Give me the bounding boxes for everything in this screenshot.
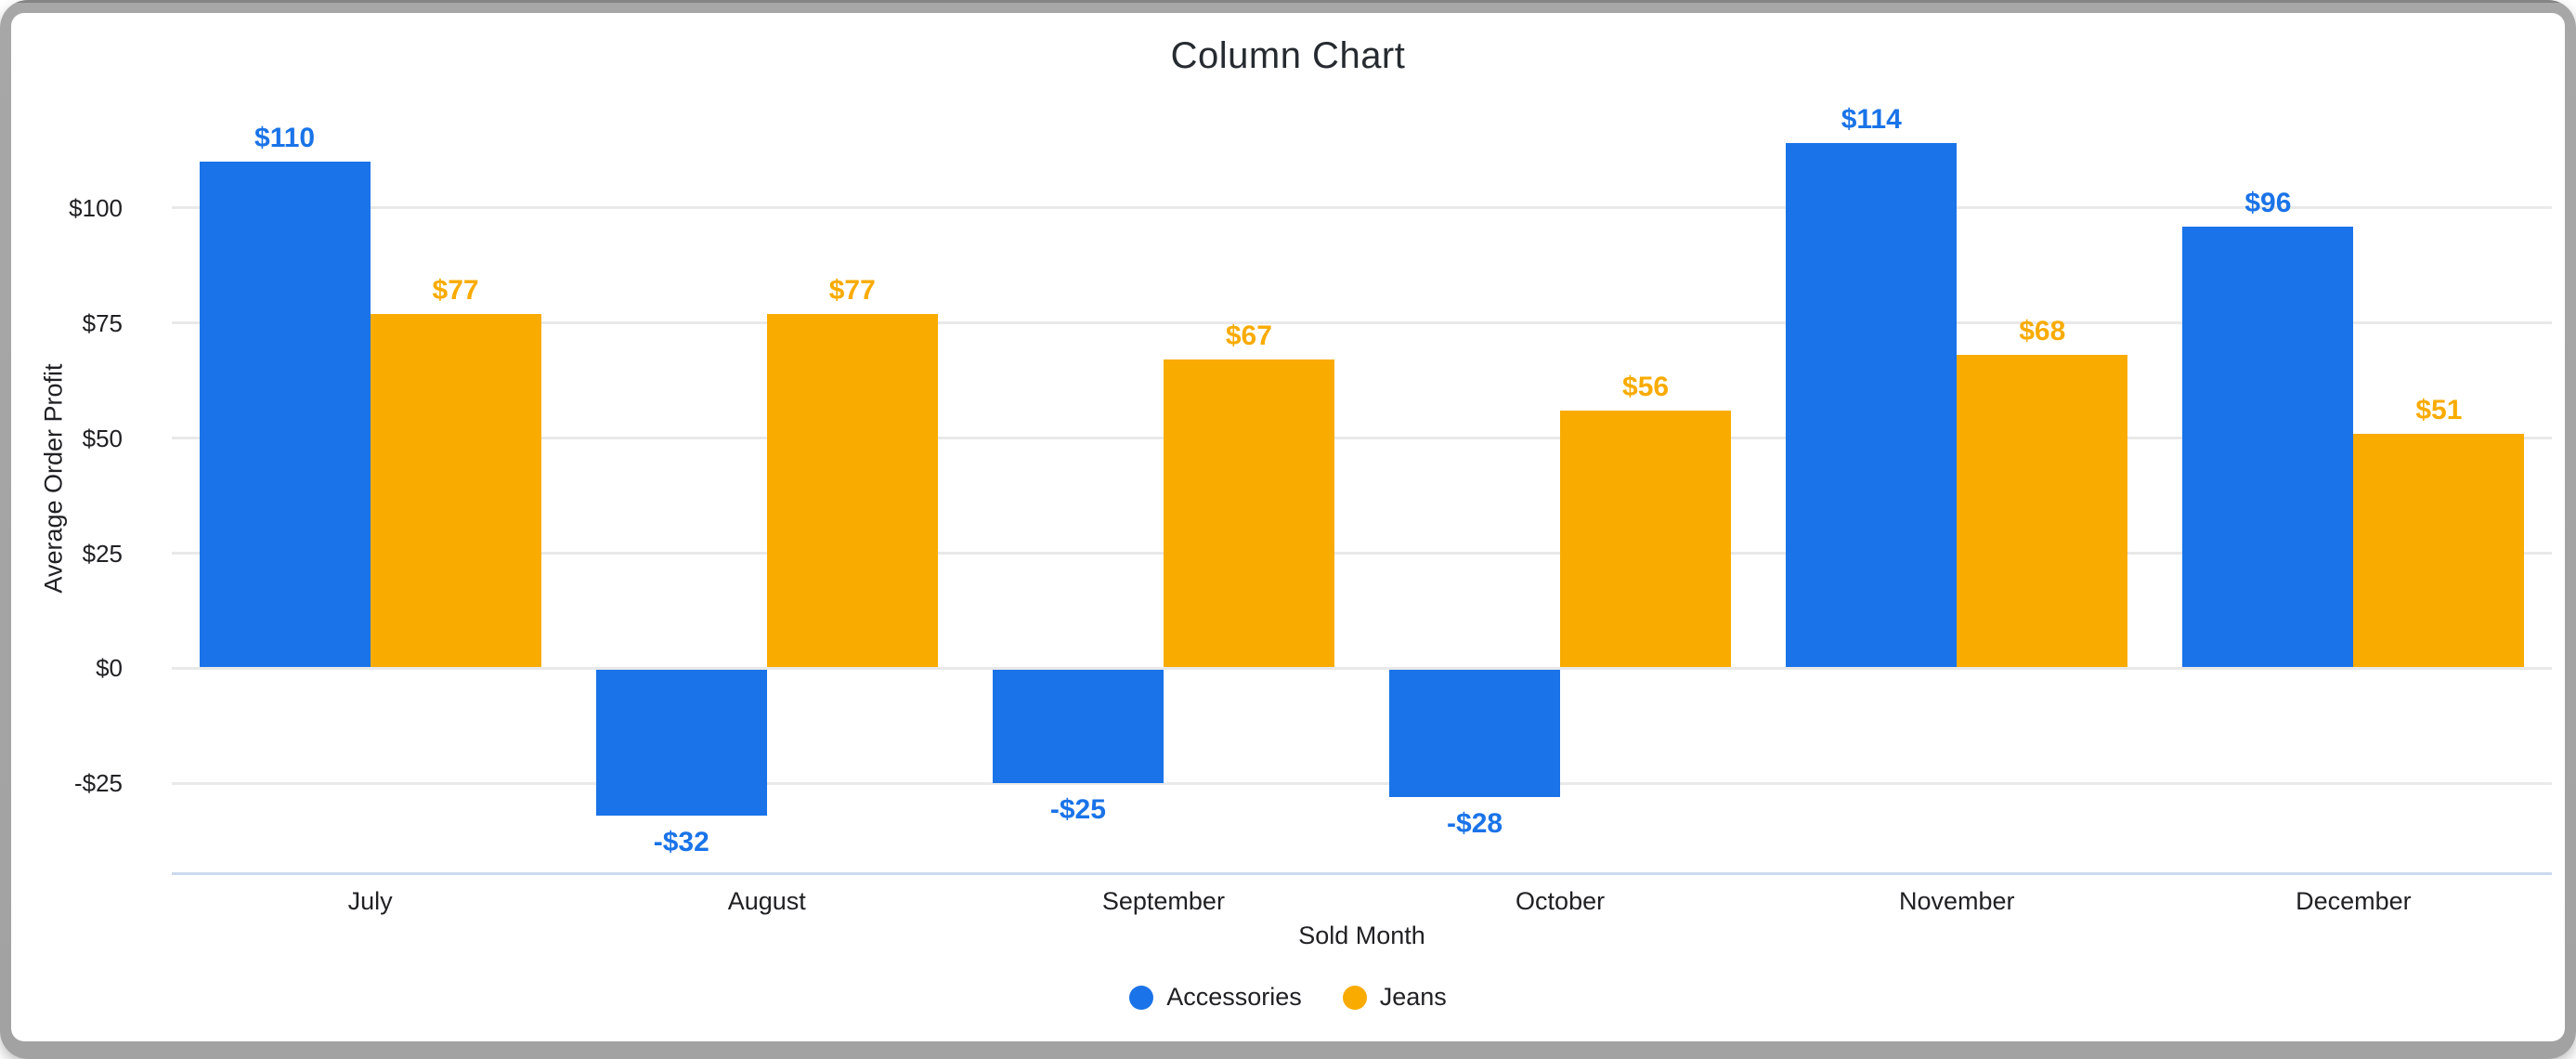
x-axis-baseline bbox=[172, 871, 2552, 875]
bar-accessories-november[interactable] bbox=[1786, 143, 1958, 667]
chart-title: Column Chart bbox=[1170, 35, 1406, 76]
bar-accessories-december[interactable] bbox=[2182, 226, 2354, 667]
legend-label-accessories: Accessories bbox=[1166, 983, 1302, 1011]
x-tick-july: July bbox=[347, 887, 393, 915]
gridline--0 bbox=[172, 666, 2552, 670]
gridline--50 bbox=[172, 437, 2552, 440]
bar-accessories-october[interactable] bbox=[1389, 669, 1561, 798]
bar-accessories-september[interactable] bbox=[992, 669, 1164, 784]
gridline--75 bbox=[172, 321, 2552, 325]
legend-item-jeans[interactable]: Jeans bbox=[1342, 983, 1447, 1012]
bar-accessories-august[interactable] bbox=[595, 669, 767, 817]
chart-card: Column Chart Average Order Profit Sold M… bbox=[11, 13, 2565, 1041]
legend-label-jeans: Jeans bbox=[1379, 983, 1447, 1011]
gridline--100 bbox=[172, 206, 2552, 210]
y-tick--50: $50 bbox=[82, 424, 123, 452]
bar-jeans-september[interactable] bbox=[1163, 360, 1334, 667]
value-label-jeans-december: $51 bbox=[2415, 394, 2463, 425]
value-label-jeans-november: $68 bbox=[2019, 316, 2066, 347]
value-label-jeans-september: $67 bbox=[1225, 320, 1272, 352]
legend-dot-accessories bbox=[1129, 985, 1154, 1010]
value-label-accessories-july: $110 bbox=[254, 123, 316, 154]
legend-dot-jeans bbox=[1342, 985, 1367, 1010]
bar-jeans-july[interactable] bbox=[370, 313, 541, 667]
bar-jeans-november[interactable] bbox=[1957, 355, 2128, 667]
legend-item-accessories[interactable]: Accessories bbox=[1129, 983, 1302, 1012]
value-label-accessories-december: $96 bbox=[2244, 187, 2292, 218]
bar-jeans-october[interactable] bbox=[1560, 410, 1732, 667]
value-label-accessories-november: $114 bbox=[1841, 104, 1902, 136]
y-tick--75: $75 bbox=[82, 308, 123, 337]
x-tick-september: September bbox=[1101, 887, 1225, 915]
x-tick-october: October bbox=[1516, 887, 1606, 915]
bar-jeans-august[interactable] bbox=[766, 313, 938, 667]
value-label-jeans-july: $77 bbox=[432, 274, 479, 306]
y-tick--0: $0 bbox=[96, 654, 123, 683]
x-tick-december: December bbox=[2296, 887, 2412, 915]
gridline--25 bbox=[172, 781, 2552, 785]
value-label-jeans-october: $56 bbox=[1622, 371, 1670, 402]
y-tick--25: -$25 bbox=[73, 769, 123, 798]
x-tick-november: November bbox=[1898, 887, 2015, 915]
bar-accessories-july[interactable] bbox=[199, 162, 371, 667]
value-label-accessories-september: -$25 bbox=[1049, 794, 1106, 826]
y-tick--100: $100 bbox=[69, 193, 123, 222]
y-tick--25: $25 bbox=[82, 539, 123, 568]
value-label-accessories-october: -$28 bbox=[1447, 808, 1503, 840]
bar-jeans-december[interactable] bbox=[2353, 433, 2525, 667]
legend: Accessories Jeans bbox=[11, 983, 2565, 1012]
x-tick-august: August bbox=[727, 887, 806, 915]
gridline--25 bbox=[172, 552, 2552, 556]
value-label-accessories-august: -$32 bbox=[653, 827, 709, 858]
x-axis-title: Sold Month bbox=[1298, 922, 1425, 949]
value-label-jeans-august: $77 bbox=[828, 274, 876, 306]
